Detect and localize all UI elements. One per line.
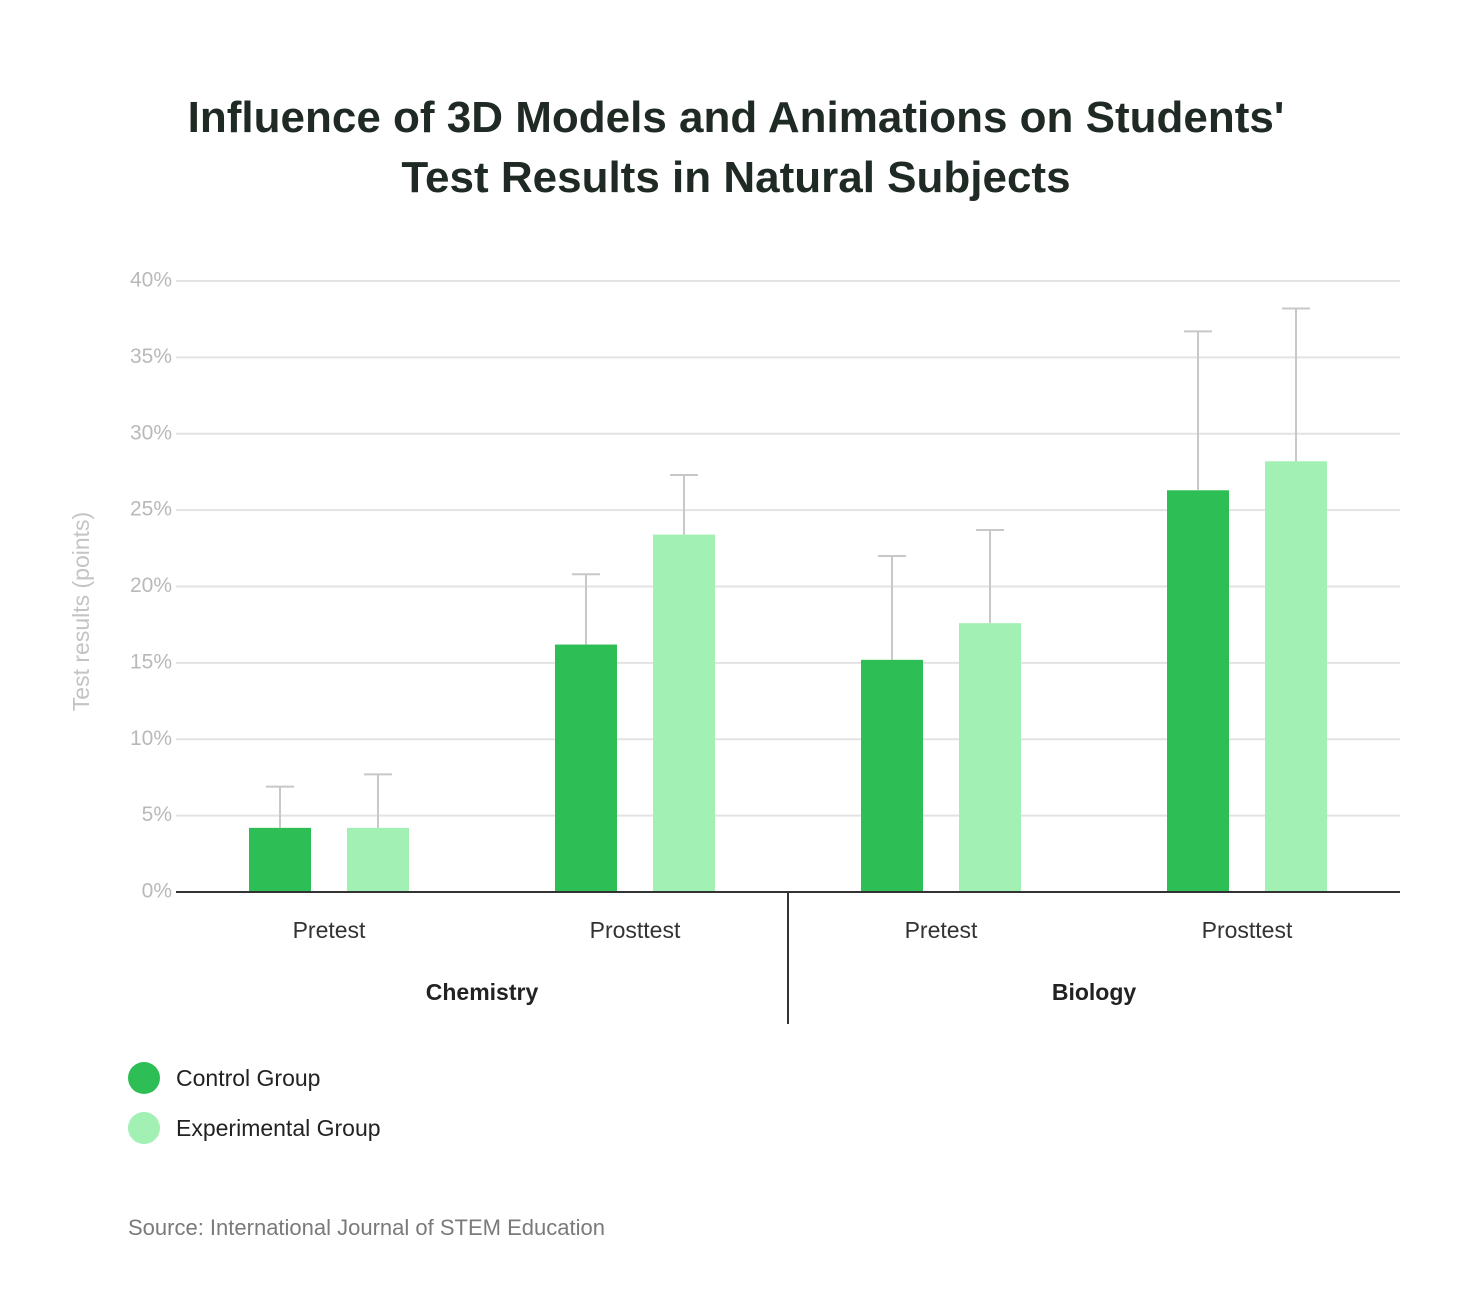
legend-item-control-group: Control Group — [128, 1060, 381, 1096]
y-tick-label-20: 20% — [130, 574, 172, 597]
group-label-0: Chemistry — [426, 979, 539, 1005]
bar-0-1 — [555, 644, 617, 892]
chart-title: Influence of 3D Models and Animations on… — [0, 88, 1472, 208]
y-tick-label-0: 0% — [142, 880, 172, 903]
legend-label-control-group: Control Group — [176, 1064, 321, 1091]
y-tick-label-10: 10% — [130, 727, 172, 750]
legend-swatch-control-group — [128, 1062, 160, 1094]
y-tick-label-15: 15% — [130, 650, 172, 673]
y-tick-label-35: 35% — [130, 345, 172, 368]
bar-1-3 — [1265, 461, 1327, 892]
y-tick-label-30: 30% — [130, 421, 172, 444]
group-label-1: Biology — [1052, 979, 1137, 1005]
bar-1-2 — [959, 623, 1021, 892]
bar-1-0 — [347, 827, 409, 892]
legend-label-experimental-group: Experimental Group — [176, 1114, 381, 1141]
bar-0-2 — [861, 659, 923, 892]
legend-item-experimental-group: Experimental Group — [128, 1110, 381, 1146]
chart-title-line-2: Test Results in Natural Subjects — [401, 153, 1071, 202]
bar-0-3 — [1167, 490, 1229, 892]
x-tick-label-3: Prosttest — [1202, 917, 1293, 943]
y-tick-label-25: 25% — [130, 498, 172, 521]
chart-title-line-1: Influence of 3D Models and Animations on… — [187, 93, 1285, 142]
y-tick-label-40: 40% — [130, 269, 172, 292]
source-note: Source: International Journal of STEM Ed… — [128, 1215, 605, 1240]
bar-0-0 — [249, 827, 311, 892]
bar-1-1 — [653, 534, 715, 892]
y-axis-label: Test results (points) — [68, 512, 94, 711]
x-tick-label-1: Prosttest — [590, 917, 681, 943]
legend: Control Group Experimental Group — [128, 1060, 381, 1160]
legend-swatch-experimental-group — [128, 1112, 160, 1144]
x-tick-label-2: Pretest — [905, 917, 978, 943]
x-tick-label-0: Pretest — [293, 917, 366, 943]
y-tick-label-5: 5% — [142, 803, 172, 826]
